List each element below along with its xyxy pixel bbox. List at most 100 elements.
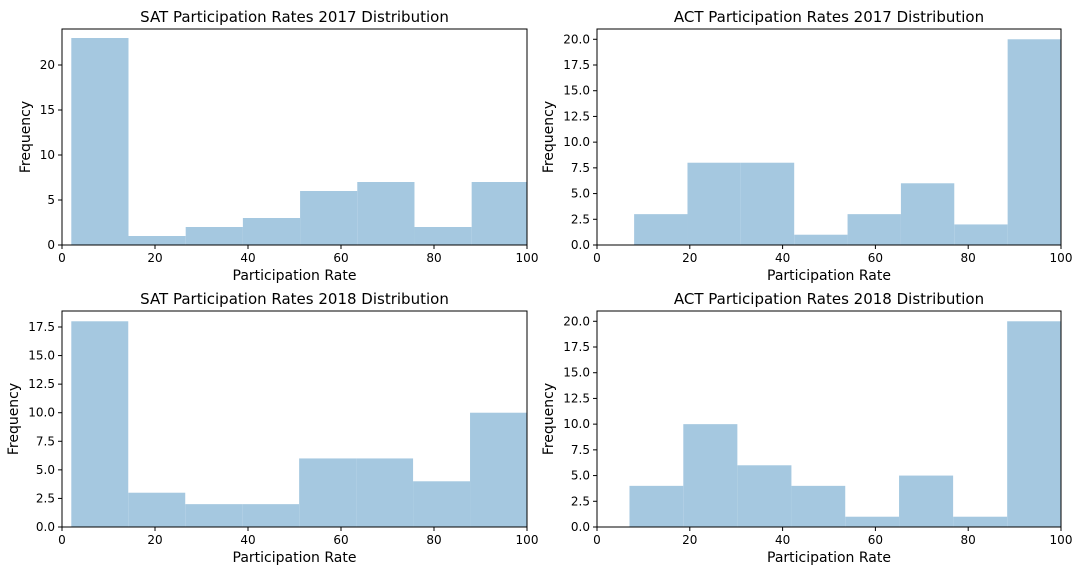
y-tick-label: 12.5	[563, 391, 590, 405]
y-tick-label: 12.5	[563, 109, 590, 123]
x-tick-label: 40	[240, 251, 255, 265]
histogram-bar	[470, 412, 527, 527]
y-tick-label: 15.0	[563, 366, 590, 380]
y-axis-label: Frequency	[6, 383, 22, 455]
x-axis-label: Participation Rate	[233, 550, 357, 566]
y-tick-label: 2.5	[571, 494, 590, 508]
y-tick-label: 5.0	[36, 463, 55, 477]
x-tick-label: 80	[961, 533, 976, 547]
x-tick-label: 40	[775, 251, 790, 265]
histogram-bar	[185, 227, 243, 245]
axes-frame	[596, 310, 1062, 528]
y-tick-label: 20.0	[563, 314, 590, 328]
histogram-bar	[128, 492, 186, 527]
x-tick-label: 60	[868, 251, 883, 265]
histogram-panel-2: 0 20 40 60 80 100 0.0 2.5 5.0 7.5 10.0 12.5 15.0 17.5…	[541, 8, 1072, 284]
y-tick-label: 15.0	[563, 84, 590, 98]
axes-frame	[596, 28, 1062, 246]
x-tick-label: 100	[516, 533, 539, 547]
y-tick-label: 7.5	[36, 434, 55, 448]
y-tick-label: 0.0	[36, 520, 55, 534]
histogram-panel-1: 0 20 40 60 80 100 0 5 10 15 20 SAT Participation Ra…	[18, 8, 538, 284]
histogram-bar	[899, 475, 954, 527]
y-tick-label: 15	[40, 103, 55, 117]
histogram-bar	[242, 218, 301, 245]
x-tick-label: 80	[426, 533, 441, 547]
x-tick-label: 0	[58, 533, 66, 547]
y-tick-label: 17.5	[563, 340, 590, 354]
histogram-bar	[1007, 39, 1061, 246]
histogram-bar	[954, 224, 1008, 245]
y-tick-label: 10.0	[563, 417, 590, 431]
y-tick-label: 17.5	[563, 58, 590, 72]
histogram-panel-3: 0 20 40 60 80 100 0.0 2.5 5.0 7.5 10.0 12.5 15.0 17.5…	[6, 290, 538, 566]
y-axis-label: Frequency	[541, 383, 557, 455]
histogram-bar	[356, 458, 414, 527]
y-tick-label: 0	[47, 238, 55, 252]
histogram-bar	[953, 516, 1008, 527]
histogram-bar	[629, 485, 684, 527]
histogram-bar	[900, 183, 955, 245]
x-tick-label: 0	[593, 251, 601, 265]
histogram-bar	[791, 485, 846, 527]
histogram-bar	[300, 191, 358, 245]
x-tick-label: 100	[1050, 251, 1073, 265]
y-tick-label: 15.0	[28, 349, 55, 363]
x-axis-label: Participation Rate	[767, 550, 891, 566]
x-tick-label: 0	[58, 251, 66, 265]
x-tick-label: 80	[426, 251, 441, 265]
histogram-bar	[845, 516, 900, 527]
y-tick-label: 20.0	[563, 32, 590, 46]
x-tick-label: 20	[682, 251, 697, 265]
histogram-bar	[847, 214, 901, 245]
histogram-bar	[71, 321, 129, 527]
x-tick-label: 100	[1050, 533, 1073, 547]
x-tick-label: 40	[775, 533, 790, 547]
histogram-bar	[794, 234, 848, 245]
histogram-bar	[737, 465, 792, 527]
histogram-bar	[413, 481, 471, 527]
chart-title: ACT Participation Rates 2017 Distributio…	[674, 8, 984, 26]
y-tick-label: 5	[47, 193, 55, 207]
histogram-bar	[185, 504, 243, 527]
x-tick-label: 60	[333, 251, 348, 265]
y-tick-label: 10.0	[563, 135, 590, 149]
chart-title: ACT Participation Rates 2018 Distributio…	[674, 290, 984, 308]
histogram-bar	[357, 182, 415, 245]
histogram-bar	[414, 227, 472, 245]
y-tick-label: 7.5	[571, 443, 590, 457]
y-tick-label: 0.0	[571, 520, 590, 534]
y-tick-label: 5.0	[571, 187, 590, 201]
x-tick-label: 0	[593, 533, 601, 547]
histogram-bar	[242, 504, 300, 527]
histogram-bar	[71, 38, 129, 245]
chart-title: SAT Participation Rates 2017 Distributio…	[140, 8, 449, 26]
histogram-bar	[1007, 321, 1061, 527]
x-tick-label: 20	[147, 533, 162, 547]
histogram-bar	[634, 214, 688, 245]
histogram-bar	[687, 162, 741, 245]
x-tick-label: 80	[961, 251, 976, 265]
x-tick-label: 60	[868, 533, 883, 547]
axes-frame	[61, 28, 528, 246]
x-tick-label: 40	[240, 533, 255, 547]
y-tick-label: 10	[40, 148, 55, 162]
x-tick-label: 100	[516, 251, 539, 265]
y-tick-label: 0.0	[571, 238, 590, 252]
x-tick-label: 20	[147, 251, 162, 265]
chart-title: SAT Participation Rates 2018 Distributio…	[140, 290, 449, 308]
histogram-bar	[299, 458, 357, 527]
y-tick-label: 17.5	[28, 320, 55, 334]
x-axis-label: Participation Rate	[233, 268, 357, 284]
y-tick-label: 12.5	[28, 377, 55, 391]
y-axis-label: Frequency	[541, 101, 557, 173]
y-tick-label: 2.5	[36, 491, 55, 505]
histogram-panel-4: 0 20 40 60 80 100 0.0 2.5 5.0 7.5 10.0 12.5 15.0 17.5…	[541, 290, 1072, 566]
x-axis-label: Participation Rate	[767, 268, 891, 284]
axes-frame	[61, 310, 528, 528]
y-tick-label: 10.0	[28, 406, 55, 420]
x-tick-label: 60	[333, 533, 348, 547]
x-tick-label: 20	[682, 533, 697, 547]
histogram-bar	[683, 424, 738, 527]
